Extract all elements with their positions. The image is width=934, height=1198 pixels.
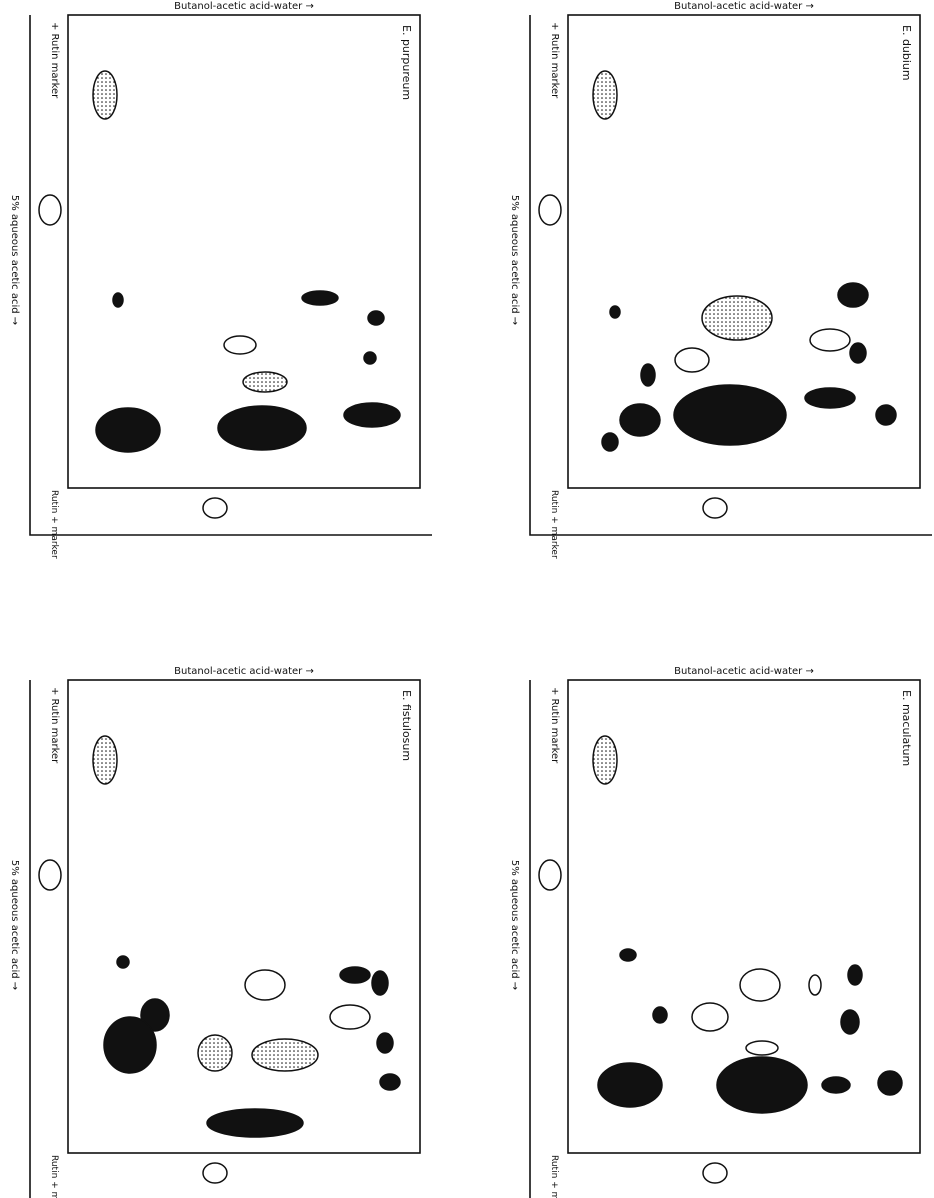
- spot: [380, 1074, 400, 1090]
- top-solvent-label: Butanol-acetic acid-water →: [174, 1, 314, 12]
- chromatogram-panel: Butanol-acetic acid-water → 5% aqueous ac…: [9, 666, 432, 1198]
- top-solvent-label: Butanol-acetic acid-water →: [674, 666, 814, 677]
- spot: [252, 1039, 318, 1071]
- spot: [841, 1010, 859, 1034]
- spot: [620, 404, 660, 436]
- top-solvent-label: Butanol-acetic acid-water →: [674, 1, 814, 12]
- axis-lines: [30, 15, 432, 535]
- side-solvent-label: 5% aqueous acetic acid →: [9, 195, 20, 325]
- spot: [876, 405, 896, 425]
- side-solvent-label: 5% aqueous acetic acid →: [9, 860, 20, 990]
- spot: [805, 388, 855, 408]
- spot: [364, 352, 376, 364]
- rutin-marker-spot: [593, 71, 617, 119]
- spot: [598, 1063, 662, 1107]
- spot: [330, 1005, 370, 1029]
- bottom-marker-label: Rutin + marker: [549, 1155, 559, 1198]
- spot: [340, 967, 370, 983]
- marker-spot: [703, 498, 727, 518]
- spot: [810, 329, 850, 351]
- top-solvent-label: Butanol-acetic acid-water →: [174, 666, 314, 677]
- species-name: E. dubium: [900, 25, 913, 81]
- spot: [377, 1033, 393, 1053]
- spot: [104, 1017, 156, 1073]
- marker-spot: [703, 1163, 727, 1183]
- spot: [207, 1109, 303, 1137]
- axis-lines: [530, 680, 932, 1198]
- spot: [878, 1071, 902, 1095]
- rutin-marker-spot: [593, 736, 617, 784]
- species-name: E. fistulosum: [400, 690, 413, 761]
- spot: [850, 343, 866, 363]
- spot: [602, 433, 618, 451]
- spot: [746, 1041, 778, 1055]
- chromatogram-panel: Butanol-acetic acid-water → 5% aqueous ac…: [509, 1, 932, 559]
- spot: [610, 306, 620, 318]
- side-solvent-label: 5% aqueous acetic acid →: [509, 195, 520, 325]
- top-marker-label: + Rutin marker: [549, 22, 560, 99]
- spot: [245, 970, 285, 1000]
- spot: [675, 348, 709, 372]
- spot: [218, 406, 306, 450]
- spot: [692, 1003, 728, 1031]
- rutin-marker-spot: [93, 736, 117, 784]
- spot: [113, 293, 123, 307]
- spot: [302, 291, 338, 305]
- spot: [641, 364, 655, 386]
- spot: [717, 1057, 807, 1113]
- spot: [368, 311, 384, 325]
- spot: [702, 296, 772, 340]
- species-name: E. maculatum: [900, 690, 913, 766]
- rutin-marker-spot: [93, 71, 117, 119]
- spot: [96, 408, 160, 452]
- spot: [344, 403, 400, 427]
- spot: [117, 956, 129, 968]
- marker-spot: [39, 860, 61, 890]
- figure: Butanol-acetic acid-water → 5% aqueous ac…: [0, 0, 934, 1198]
- marker-spot: [203, 1163, 227, 1183]
- chromatogram-panel: Butanol-acetic acid-water → 5% aqueous ac…: [509, 666, 932, 1198]
- spot: [243, 372, 287, 392]
- marker-spot: [539, 860, 561, 890]
- chromatogram-panel: Butanol-acetic acid-water → 5% aqueous ac…: [9, 1, 432, 559]
- bottom-marker-label: Rutin + marker: [549, 490, 559, 559]
- bottom-marker-label: Rutin + marker: [49, 1155, 59, 1198]
- spot: [740, 969, 780, 1001]
- bottom-marker-label: Rutin + marker: [49, 490, 59, 559]
- spot: [838, 283, 868, 307]
- axis-lines: [530, 15, 932, 535]
- spot: [620, 949, 636, 961]
- spot: [198, 1035, 232, 1071]
- top-marker-label: + Rutin marker: [49, 687, 60, 764]
- paper-outline: [68, 680, 420, 1153]
- spot: [674, 385, 786, 445]
- spot: [822, 1077, 850, 1093]
- spot: [224, 336, 256, 354]
- spot: [653, 1007, 667, 1023]
- marker-spot: [203, 498, 227, 518]
- marker-spot: [39, 195, 61, 225]
- spot: [848, 965, 862, 985]
- top-marker-label: + Rutin marker: [49, 22, 60, 99]
- spot: [809, 975, 821, 995]
- top-marker-label: + Rutin marker: [549, 687, 560, 764]
- species-name: E. purpureum: [400, 25, 413, 100]
- spot: [372, 971, 388, 995]
- side-solvent-label: 5% aqueous acetic acid →: [509, 860, 520, 990]
- marker-spot: [539, 195, 561, 225]
